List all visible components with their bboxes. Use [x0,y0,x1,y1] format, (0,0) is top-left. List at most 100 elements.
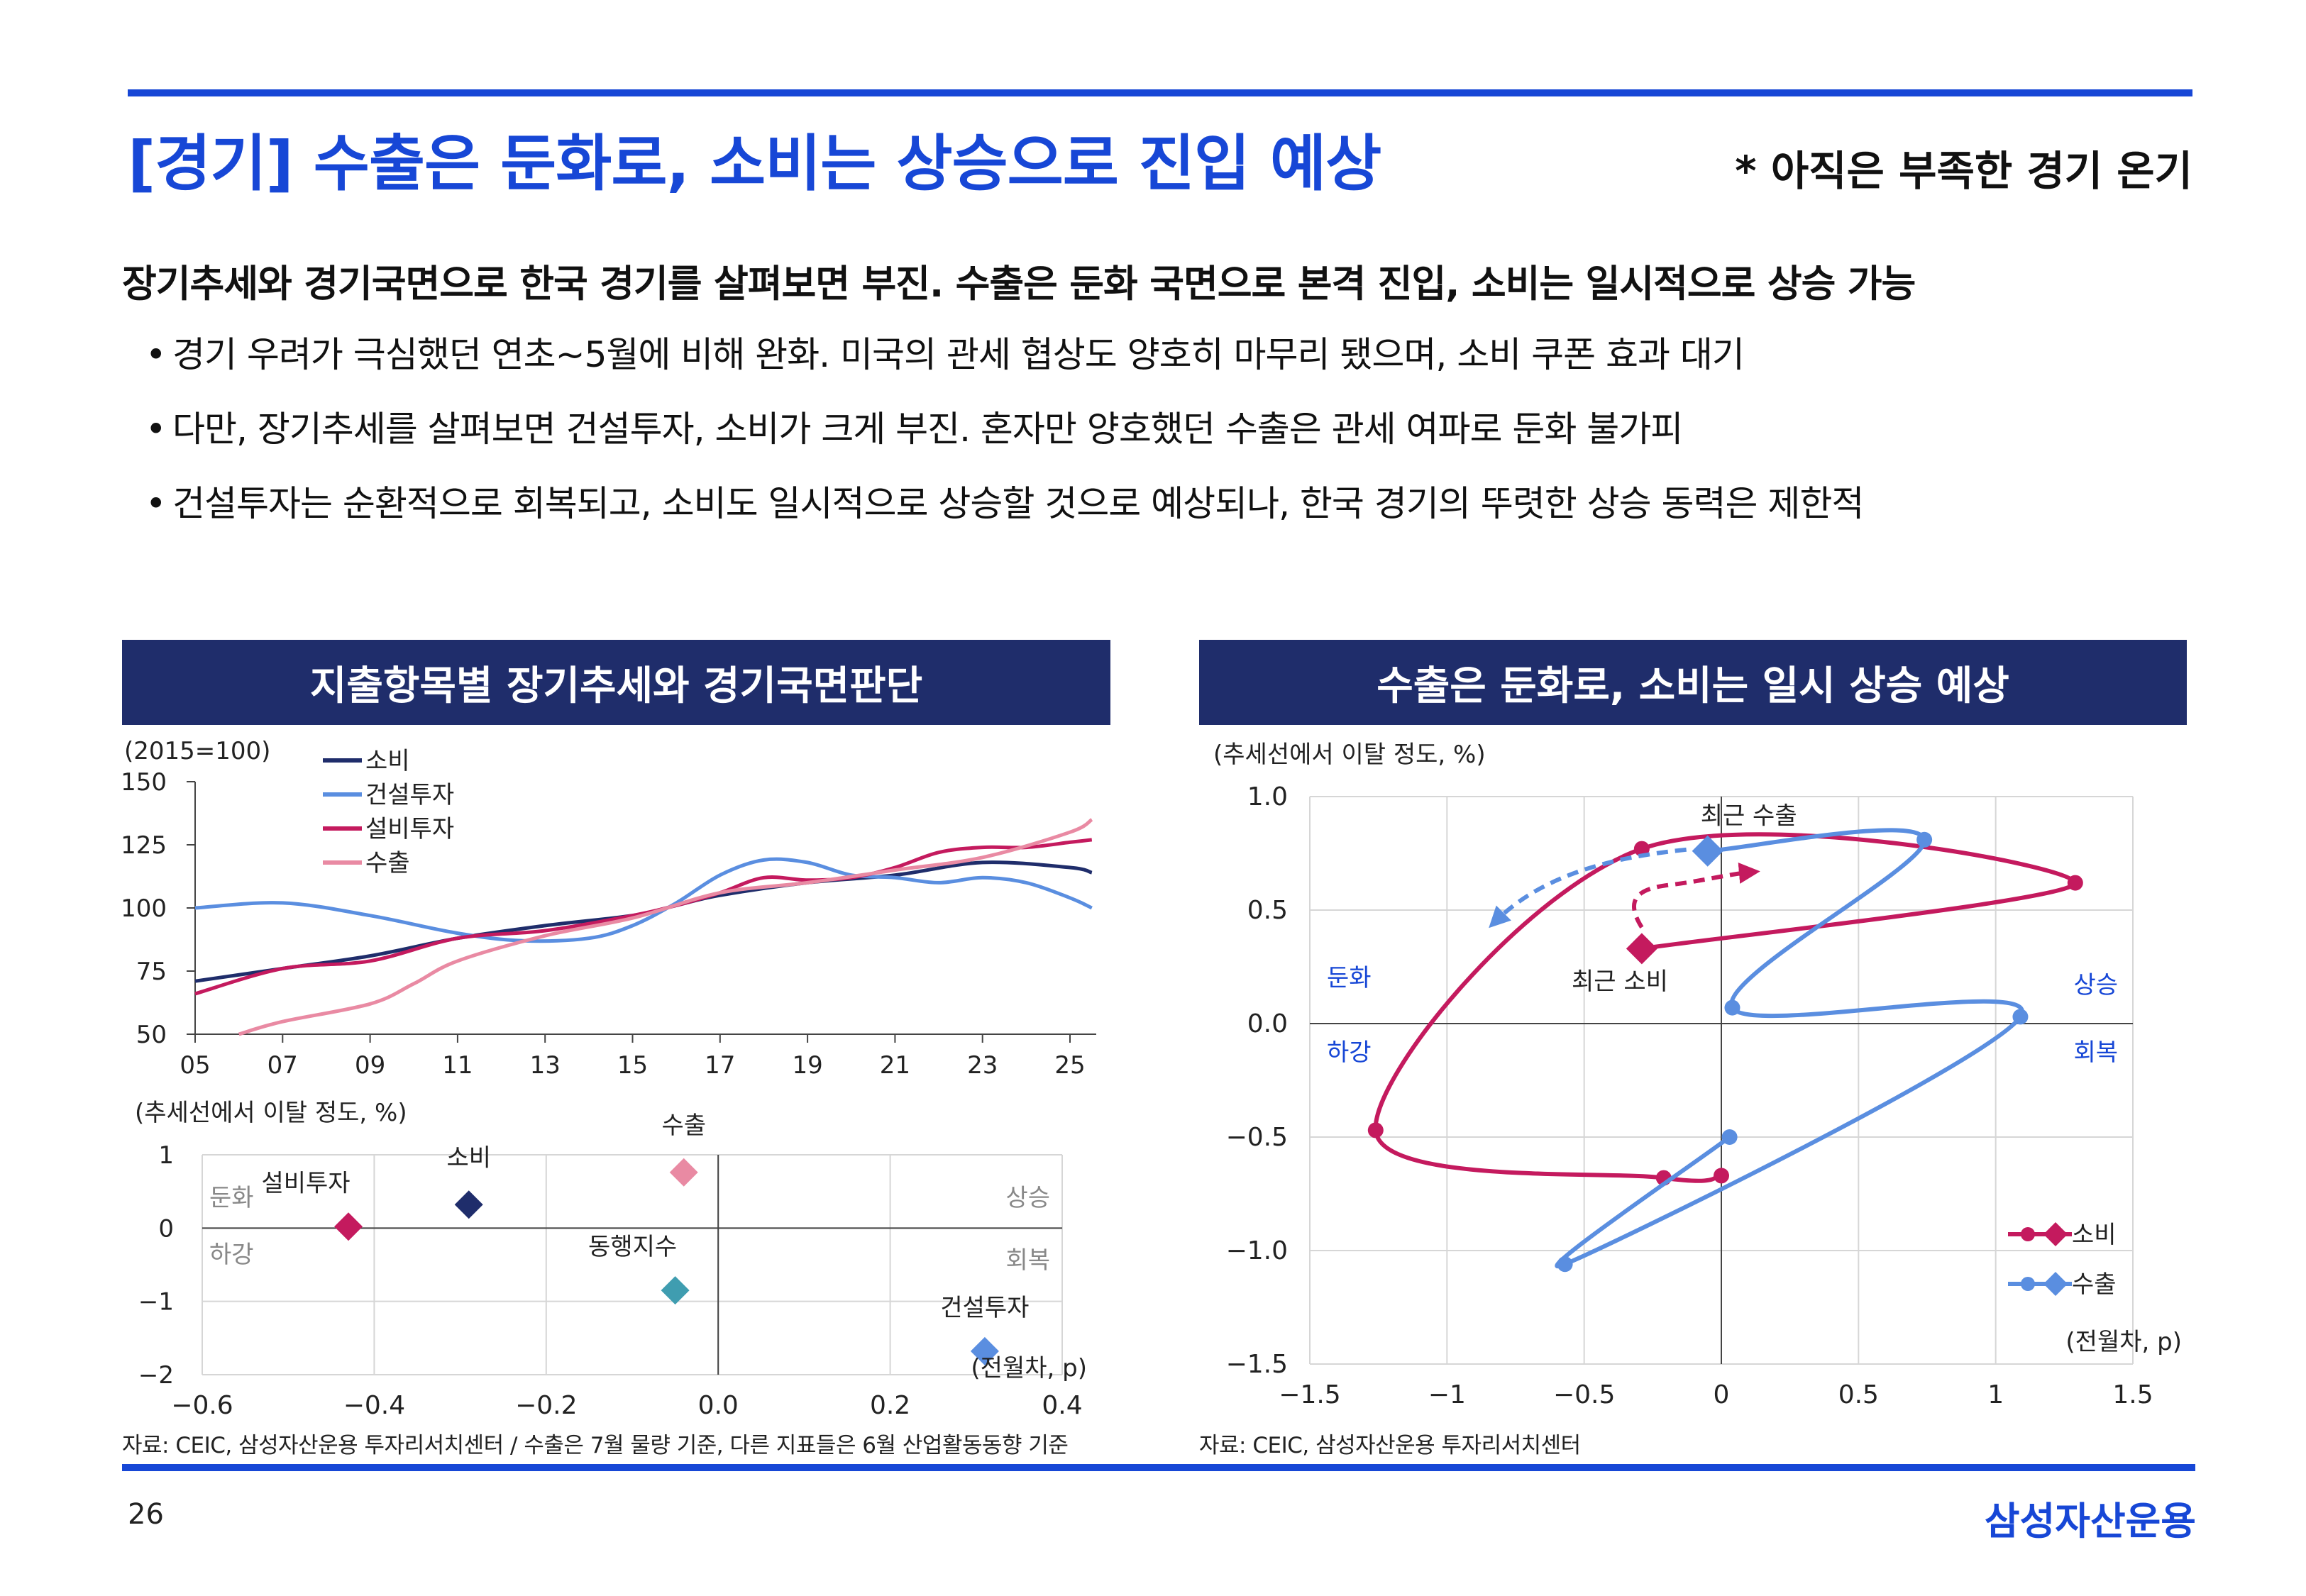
legend-swatch-dot [2021,1227,2035,1241]
y-axis-unit: (추세선에서 이탈 정도, %) [1213,741,1486,769]
bullet-text: 건설투자는 순환적으로 회복되고, 소비도 일시적으로 상승할 것으로 예상되나… [172,483,1864,524]
bullet-marker: • [145,483,167,524]
x-tick-label: 1.5 [2112,1380,2153,1409]
x-tick-label: 11 [442,1051,473,1080]
x-tick-label: 15 [617,1051,648,1080]
quadrant-label: 회복 [2073,1038,2118,1067]
x-tick-label: 17 [705,1051,735,1080]
point-소비 [454,1190,483,1219]
bullet-text: 경기 우려가 극심했던 연초~5월에 비해 완화. 미국의 관세 협상도 양호히… [172,334,1745,375]
x-tick-label: 0.5 [1838,1380,1879,1409]
page-title: [경기] 수출은 둔화로, 소비는 상승으로 진입 예상 [128,128,1381,199]
point-label: 소비 [446,1143,491,1172]
bottom-rule [122,1464,2195,1471]
legend-label: 수출 [2072,1270,2117,1299]
bullet-text: 다만, 장기추세를 살펴보면 건설투자, 소비가 크게 부진. 혼자만 양호했던… [172,409,1683,450]
bullet-item: • 건설투자는 순환적으로 회복되고, 소비도 일시적으로 상승할 것으로 예상되… [145,475,1864,550]
series-line-수출 [238,818,1093,1036]
bullet-item: • 경기 우려가 극심했던 연초~5월에 비해 완화. 미국의 관세 협상도 양호… [145,326,1863,401]
series-point-수출 [1721,1129,1738,1145]
series-point-소비 [2067,875,2083,891]
point-건설투자 [970,1336,999,1365]
top-rule [128,89,2192,96]
page-number: 26 [128,1498,164,1531]
x-tick-label: −0.6 [171,1391,233,1420]
right-panel-heading: 수출은 둔화로, 소비는 일시 상승 예상 [1199,640,2187,725]
x-tick-label: 19 [792,1051,822,1080]
y-tick-label: −0.5 [1226,1123,1288,1152]
x-tick-label: 0.2 [870,1391,910,1420]
right-source: 자료: CEIC, 삼성자산운용 투자리서치센터 [1199,1433,1581,1458]
title-note: * 아직은 부족한 경기 온기 [1735,147,2192,195]
y-tick-label: 1.0 [1247,782,1288,811]
left-charts: 50 75 100 125 150 05 07 09 11 13 15 17 19 21 23 25 (2015… [121,737,1096,1420]
series-point-수출 [1724,999,1740,1016]
y-axis-unit: (2015=100) [124,737,270,765]
x-tick-label: −1 [1428,1380,1466,1409]
y-tick-label: −1.5 [1226,1350,1288,1379]
bullet-list: • 경기 우려가 극심했던 연초~5월에 비해 완화. 미국의 관세 협상도 양호… [145,326,1864,550]
legend-swatch-diamond [2043,1272,2068,1296]
x-tick-label: −0.2 [515,1391,577,1420]
x-tick-label: 0.0 [698,1391,739,1420]
y-tick-label: −1 [138,1288,174,1317]
projection-arrow-consumption [1632,862,1760,929]
legend-swatch-dot [2021,1277,2035,1291]
x-tick-label: −0.5 [1553,1380,1615,1409]
series-line-소비 [1373,832,2078,1183]
quadrant-label: 하강 [1327,1038,1372,1067]
bullet-marker: • [145,409,167,450]
x-tick-label: 23 [967,1051,998,1080]
point-수출 [669,1158,698,1187]
x-tick-label: 1 [1987,1380,2004,1409]
projection-arrow-exports [1489,847,1687,929]
series-point-소비 [1367,1122,1384,1138]
point-label: 건설투자 [940,1294,1029,1322]
quadrant-label: 상승 [1005,1184,1050,1212]
brand-logo: 삼성자산운용 [1984,1499,2196,1544]
series-point-수출 [1557,1256,1573,1273]
series-point-수출 [1916,831,1933,848]
x-tick-label: −1.5 [1279,1380,1340,1409]
x-tick-label: 21 [880,1051,910,1080]
y-tick-label: 0 [158,1214,174,1243]
y-tick-label: 100 [121,894,167,923]
y-tick-label: 1 [158,1141,174,1170]
cycle-chart: (추세선에서 이탈 정도, %) 1.0 0.5 0.0 −0.5 −1.0 −1.5−1.… [1213,741,2182,1409]
bullet-marker: • [145,334,167,375]
lead-summary: 장기추세와 경기국면으로 한국 경기를 살펴보면 부진. 수출은 둔화 국면으로… [122,262,1916,306]
annotation-recent-exports: 최근 수출 [1701,802,1797,830]
series-point-수출 [2012,1009,2029,1025]
series-line-건설투자 [194,857,1093,943]
bullet-item: • 다만, 장기추세를 살펴보면 건설투자, 소비가 크게 부진. 혼자만 양호했… [145,401,1863,475]
quadrant-label: 둔화 [209,1184,254,1212]
x-tick-label: 0.4 [1042,1391,1082,1420]
x-axis-unit: (전월차, p) [2065,1328,2182,1356]
quadrant-label: 회복 [1005,1246,1050,1275]
latest-point-소비 [1626,933,1657,965]
y-tick-label: 75 [136,958,167,986]
x-tick-label: −0.4 [343,1391,405,1420]
x-tick-label: 0 [1714,1380,1730,1409]
point-label: 설비투자 [261,1169,350,1197]
latest-point-수출 [1692,835,1723,867]
x-axis-unit: (전월차, p) [971,1354,1087,1382]
series-line-수출 [1555,828,2025,1268]
y-tick-label: 50 [136,1021,167,1049]
y-tick-label: 0.5 [1247,896,1288,925]
y-tick-label: 0.0 [1247,1009,1288,1038]
point-label: 동행지수 [588,1233,677,1261]
point-동행지수 [661,1276,690,1305]
phase-scatter: (추세선에서 이탈 정도, %) 1 0 −1 −2−0.6 −0.4 −0.2 0.0 0.2… [135,1099,1087,1420]
x-tick-label: 25 [1054,1051,1085,1080]
quadrant-label: 상승 [2073,971,2118,999]
y-tick-label: 125 [121,831,167,860]
x-tick-label: 05 [180,1051,210,1080]
y-tick-label: −1.0 [1226,1236,1288,1265]
series-point-소비 [1714,1168,1729,1184]
legend-label: 수출 [365,849,410,877]
series-point-소비 [1633,841,1650,857]
quadrant-label: 하강 [209,1241,254,1269]
point-설비투자 [334,1212,363,1241]
quadrant-label: 둔화 [1327,964,1372,992]
